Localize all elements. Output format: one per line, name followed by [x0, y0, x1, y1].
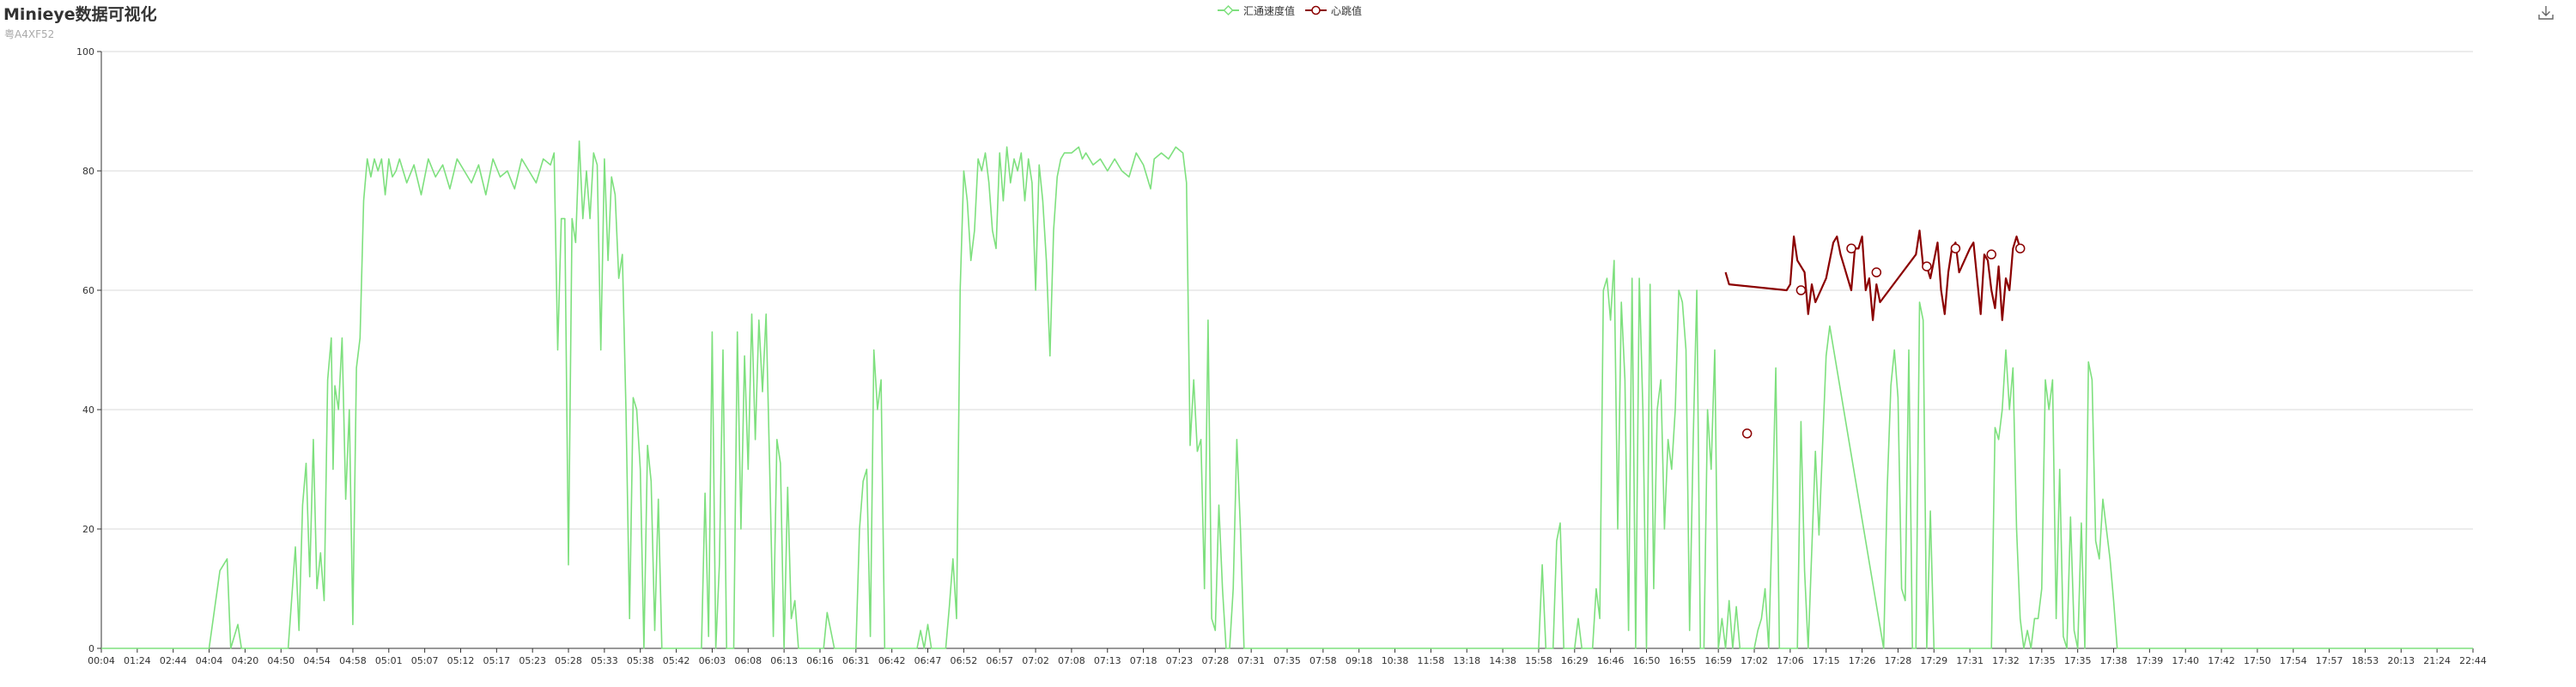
legend-heartrate-label: 心跳值	[1331, 4, 1363, 17]
x-tick-label: 06:52	[951, 655, 978, 666]
x-tick-label: 02:44	[160, 655, 187, 666]
heartrate-point	[1871, 267, 1882, 277]
x-tick-label: 17:28	[1885, 655, 1912, 666]
x-tick-label: 06:47	[914, 655, 942, 666]
x-tick-label: 07:02	[1022, 655, 1049, 666]
x-tick-label: 06:16	[806, 655, 834, 666]
x-tick-label: 07:13	[1094, 655, 1121, 666]
x-tick-label: 09:18	[1346, 655, 1373, 666]
download-icon	[2538, 6, 2554, 20]
x-tick-label: 05:42	[663, 655, 690, 666]
x-tick-label: 04:04	[196, 655, 223, 666]
x-tick-label: 16:55	[1668, 655, 1696, 666]
y-tick-label: 20	[82, 524, 94, 535]
chart-axes	[97, 51, 2474, 653]
x-tick-label: 04:54	[303, 655, 331, 666]
x-tick-label: 13:18	[1453, 655, 1480, 666]
x-tick-label: 07:18	[1130, 655, 1157, 666]
x-tick-label: 17:50	[2244, 655, 2271, 666]
heartrate-point	[1741, 429, 1753, 439]
x-tick-label: 06:42	[878, 655, 906, 666]
x-tick-label: 17:40	[2172, 655, 2199, 666]
x-tick-label: 17:02	[1741, 655, 1768, 666]
x-tick-label: 05:23	[519, 655, 546, 666]
x-tick-label: 05:01	[375, 655, 403, 666]
x-tick-label: 21:24	[2423, 655, 2451, 666]
x-tick-label: 17:39	[2136, 655, 2164, 666]
legend-speed-swatch-icon	[1218, 4, 1239, 16]
x-tick-label: 18:53	[2352, 655, 2379, 666]
x-tick-label: 17:42	[2208, 655, 2235, 666]
legend-item-speed[interactable]: 汇通速度值	[1218, 3, 1295, 18]
x-tick-label: 06:13	[770, 655, 798, 666]
x-tick-label: 05:17	[483, 655, 510, 666]
x-tick-label: 16:50	[1633, 655, 1661, 666]
x-tick-label: 11:58	[1418, 655, 1445, 666]
series-line-speed	[101, 140, 2473, 649]
y-tick-label: 80	[82, 166, 94, 177]
x-tick-label: 05:12	[447, 655, 475, 666]
y-tick-label: 60	[82, 285, 94, 296]
heartrate-point	[1846, 243, 1856, 254]
x-tick-label: 06:03	[699, 655, 726, 666]
x-tick-label: 07:35	[1273, 655, 1301, 666]
x-tick-label: 00:04	[88, 655, 115, 666]
legend-heartrate-swatch-icon	[1305, 5, 1327, 15]
heartrate-point	[1795, 285, 1807, 295]
x-tick-label: 17:57	[2316, 655, 2343, 666]
legend-speed-label: 汇通速度值	[1243, 4, 1296, 17]
heartrate-point	[1950, 243, 1961, 254]
chart-title: Minieye数据可视化	[3, 5, 157, 24]
x-tick-label: 17:15	[1813, 655, 1840, 666]
x-tick-label: 06:57	[986, 655, 1013, 666]
x-tick-label: 14:38	[1489, 655, 1516, 666]
x-tick-label: 17:35	[2028, 655, 2056, 666]
x-tick-label: 16:46	[1597, 655, 1625, 666]
x-tick-label: 07:08	[1058, 655, 1085, 666]
x-tick-label: 17:32	[1992, 655, 2020, 666]
x-tick-label: 10:38	[1382, 655, 1409, 666]
x-tick-label: 06:31	[842, 655, 870, 666]
x-tick-label: 04:58	[339, 655, 367, 666]
x-tick-label: 22:44	[2459, 655, 2487, 666]
chart-subtitle: 粤A4XF52	[4, 28, 55, 40]
x-tick-label: 15:58	[1525, 655, 1552, 666]
heartrate-point	[1986, 249, 1996, 260]
y-tick-label: 0	[88, 643, 94, 654]
x-tick-label: 05:07	[411, 655, 439, 666]
x-tick-label: 07:23	[1166, 655, 1194, 666]
save-as-image-button[interactable]	[2537, 3, 2555, 22]
x-tick-label: 20:13	[2387, 655, 2415, 666]
x-tick-label: 17:31	[1956, 655, 1984, 666]
x-tick-label: 05:38	[627, 655, 654, 666]
heartrate-point	[2014, 243, 2026, 254]
chart-series	[101, 140, 2473, 649]
x-tick-label: 01:24	[124, 655, 151, 666]
x-tick-label: 06:08	[734, 655, 762, 666]
x-tick-label: 05:28	[555, 655, 582, 666]
x-tick-label: 05:33	[591, 655, 618, 666]
x-tick-label: 16:29	[1561, 655, 1589, 666]
x-tick-label: 17:54	[2280, 655, 2307, 666]
x-tick-label: 17:06	[1777, 655, 1804, 666]
x-tick-label: 17:35	[2064, 655, 2092, 666]
chart-tick-labels: 0 20 40 60 80 100 00:04 01:24 02:44 04:04 04:20 04:…	[76, 46, 2487, 666]
x-tick-label: 17:29	[1920, 655, 1947, 666]
x-tick-label: 04:50	[267, 655, 295, 666]
heartrate-point	[1922, 261, 1932, 271]
x-tick-label: 07:58	[1309, 655, 1337, 666]
x-tick-label: 17:38	[2100, 655, 2128, 666]
x-tick-label: 04:20	[232, 655, 259, 666]
y-tick-label: 100	[76, 46, 94, 58]
x-tick-label: 07:28	[1201, 655, 1229, 666]
x-tick-label: 16:59	[1704, 655, 1732, 666]
chart-legend: 汇通速度值 心跳值	[1218, 2, 1372, 19]
legend-item-heartrate[interactable]: 心跳值	[1305, 3, 1362, 18]
x-tick-label: 17:26	[1849, 655, 1876, 666]
series-line-heartrate	[1724, 229, 2021, 321]
chart-grid	[101, 51, 2473, 530]
y-tick-label: 40	[82, 404, 94, 416]
x-tick-label: 07:31	[1237, 655, 1265, 666]
